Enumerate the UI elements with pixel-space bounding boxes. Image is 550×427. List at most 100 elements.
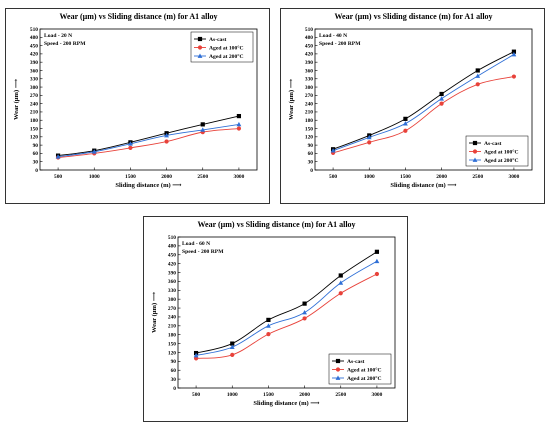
data-point: [439, 91, 444, 97]
data-point: [266, 332, 271, 337]
data-point: [164, 132, 169, 138]
data-point: [367, 140, 372, 145]
legend-marker: [472, 149, 478, 154]
y-tick-label: 240: [305, 101, 313, 107]
series-square: [55, 113, 242, 158]
data-point: [230, 352, 235, 357]
annotation-text: Speed - 200 RPM: [44, 41, 86, 47]
x-tick-label: 2500: [335, 392, 346, 398]
series-line: [195, 260, 378, 356]
y-tick-label: 120: [30, 135, 38, 141]
y-axis-label: Wear (µm) ⟶: [13, 78, 20, 120]
y-tick-label: 30: [308, 160, 314, 166]
data-point: [200, 122, 205, 127]
data-point: [439, 101, 444, 106]
data-point: [511, 51, 517, 57]
y-tick-label: 180: [168, 333, 176, 339]
data-point: [511, 74, 517, 79]
x-tick-label: 500: [329, 174, 337, 180]
data-point: [366, 134, 372, 140]
y-tick-label: 90: [308, 143, 314, 149]
y-tick-label: 210: [168, 324, 176, 330]
legend-label: Aged at 100°C: [347, 367, 382, 374]
plot-frame: [314, 28, 533, 171]
x-tick-label: 2000: [299, 392, 310, 398]
series-line: [196, 273, 378, 359]
data-point: [374, 258, 380, 264]
y-tick-label: 270: [305, 93, 313, 99]
data-point: [338, 280, 344, 285]
x-tick-label: 2500: [472, 174, 483, 180]
data-point: [403, 128, 408, 133]
data-point: [374, 249, 380, 254]
y-tick-label: 330: [168, 288, 176, 294]
y-tick-label: 330: [30, 77, 38, 83]
series-line: [58, 128, 239, 159]
y-tick-label: 90: [33, 143, 39, 149]
annotation-box: Load - 40 N Speed - 200 RPM: [319, 33, 361, 47]
chart-20n: Wear (µm) vs Sliding distance (m) for A1…: [13, 12, 258, 189]
data-point: [193, 356, 199, 361]
y-tick-label: 60: [171, 368, 177, 374]
y-tick-label: 360: [168, 279, 176, 285]
plot-frame: [177, 236, 396, 389]
data-point: [266, 323, 271, 328]
x-tick-label: 1000: [227, 392, 238, 398]
data-point: [128, 141, 133, 146]
y-tick-label: 240: [30, 101, 38, 107]
chart-panel-20n: Wear (µm) vs Sliding distance (m) for A1…: [5, 8, 270, 204]
annotation-box: Load - 20 N Speed - 200 RPM: [44, 33, 86, 47]
chart-60n: Wear (µm) vs Sliding distance (m) for A1…: [151, 220, 396, 407]
y-tick-label: 480: [30, 35, 38, 41]
chart-title: Wear (µm) vs Sliding distance (m) for A1…: [59, 12, 217, 21]
data-point: [236, 126, 242, 131]
y-tick-label: 330: [305, 77, 313, 83]
legend-label: Aged at 100°C: [209, 45, 244, 52]
x-tick-label: 2000: [436, 174, 447, 180]
y-tick-label: 450: [168, 253, 176, 259]
series-line: [195, 251, 378, 354]
y-tick-label: 270: [168, 306, 176, 312]
annotation-text: Load - 60 N: [182, 241, 210, 247]
x-tick-label: 3000: [372, 392, 383, 398]
y-tick-label: 90: [171, 359, 177, 365]
chart-title: Wear (µm) vs Sliding distance (m) for A1…: [197, 220, 355, 229]
legend-marker: [335, 375, 341, 380]
x-tick-label: 3000: [234, 174, 245, 180]
y-tick-label: 150: [168, 341, 176, 347]
y-tick-label: 150: [305, 126, 313, 132]
annotation-text: Speed - 200 RPM: [182, 249, 224, 255]
y-tick-label: 0: [173, 386, 176, 392]
chart-title: Wear (µm) vs Sliding distance (m) for A1…: [334, 12, 492, 21]
y-tick-label: 480: [168, 244, 176, 250]
legend-label: As-cast: [347, 359, 365, 365]
data-point: [236, 121, 242, 127]
data-point: [403, 116, 408, 121]
y-tick-label: 150: [30, 126, 38, 132]
x-tick-label: 2000: [161, 174, 172, 180]
y-tick-label: 60: [308, 151, 314, 157]
annotation-text: Speed - 200 RPM: [319, 41, 361, 47]
series-line: [332, 76, 515, 154]
x-tick-label: 1000: [89, 174, 100, 180]
y-tick-label: 420: [305, 52, 313, 58]
annotation-text: Load - 40 N: [319, 33, 347, 39]
data-point: [229, 344, 235, 350]
y-axis-label: Wear (µm) ⟶: [151, 291, 158, 333]
y-tick-label: 450: [30, 43, 38, 49]
data-point: [193, 352, 199, 358]
x-tick-label: 1500: [400, 174, 411, 180]
annotation-box: Load - 60 N Speed - 200 RPM: [182, 241, 224, 255]
y-tick-label: 510: [168, 235, 176, 241]
legend-marker: [472, 140, 478, 146]
legend-marker: [335, 367, 341, 372]
series-circle: [193, 271, 380, 361]
y-tick-label: 30: [33, 160, 39, 166]
y-axis: 0 30 60 90 120 150 180 210 240 270 300 330 360 390 420…: [168, 235, 181, 392]
y-axis: 0 30 60 90 120 150 180 210 240 270 300 330 360 390 420…: [305, 27, 318, 174]
series-line: [332, 54, 515, 152]
data-point: [302, 301, 307, 306]
data-point: [128, 145, 133, 150]
